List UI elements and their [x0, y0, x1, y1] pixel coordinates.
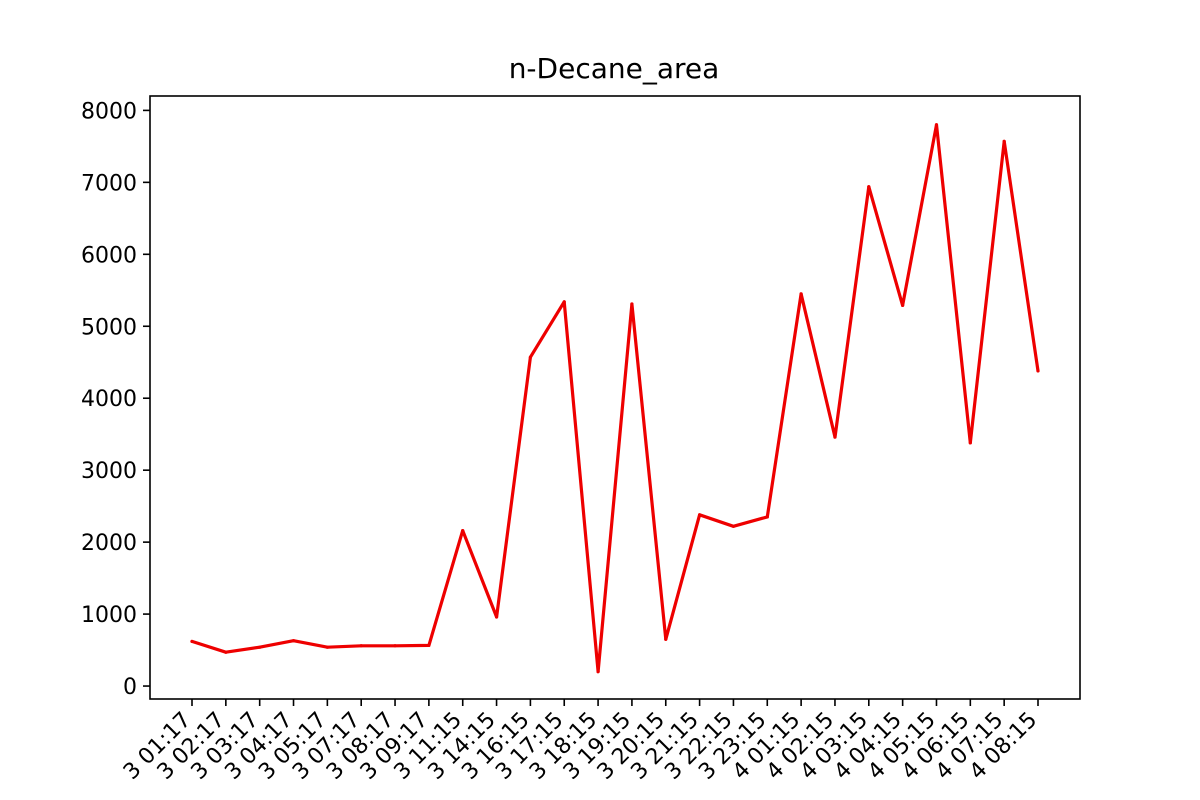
data-point: [901, 303, 905, 307]
data-point: [630, 302, 634, 306]
y-tick-label: 5000: [81, 315, 137, 340]
data-point: [1002, 139, 1006, 143]
data-point: [461, 529, 465, 533]
data-point: [968, 441, 972, 445]
series-line: [190, 123, 1040, 674]
data-point: [224, 650, 228, 654]
data-point: [393, 644, 397, 648]
y-tick-label: 8000: [81, 99, 137, 124]
y-tick-label: 4000: [81, 387, 137, 412]
axes-frame: [149, 95, 1081, 700]
data-point: [494, 615, 499, 619]
data-point: [867, 185, 871, 189]
y-tick-label: 6000: [81, 243, 137, 268]
y-tick-label: 2000: [81, 531, 137, 556]
data-point: [325, 645, 329, 649]
data-point: [562, 300, 566, 304]
data-point: [291, 639, 296, 643]
data-point: [596, 670, 600, 674]
data-point: [359, 644, 363, 648]
y-tick-label: 3000: [81, 459, 137, 484]
y-tick-label: 1000: [81, 603, 137, 628]
data-point: [934, 123, 939, 127]
data-point: [1036, 369, 1040, 373]
data-point: [833, 435, 837, 439]
data-point: [664, 637, 668, 641]
data-point: [731, 524, 736, 528]
data-point: [799, 292, 803, 296]
data-point: [528, 355, 533, 359]
data-point: [258, 645, 262, 649]
data-point: [427, 643, 431, 647]
data-point: [698, 513, 702, 517]
data-point: [765, 515, 769, 519]
y-tick-label: 0: [123, 675, 137, 700]
data-point: [190, 639, 194, 644]
chart-title: n-Decane_area: [509, 52, 720, 85]
y-tick-label: 7000: [81, 171, 137, 196]
